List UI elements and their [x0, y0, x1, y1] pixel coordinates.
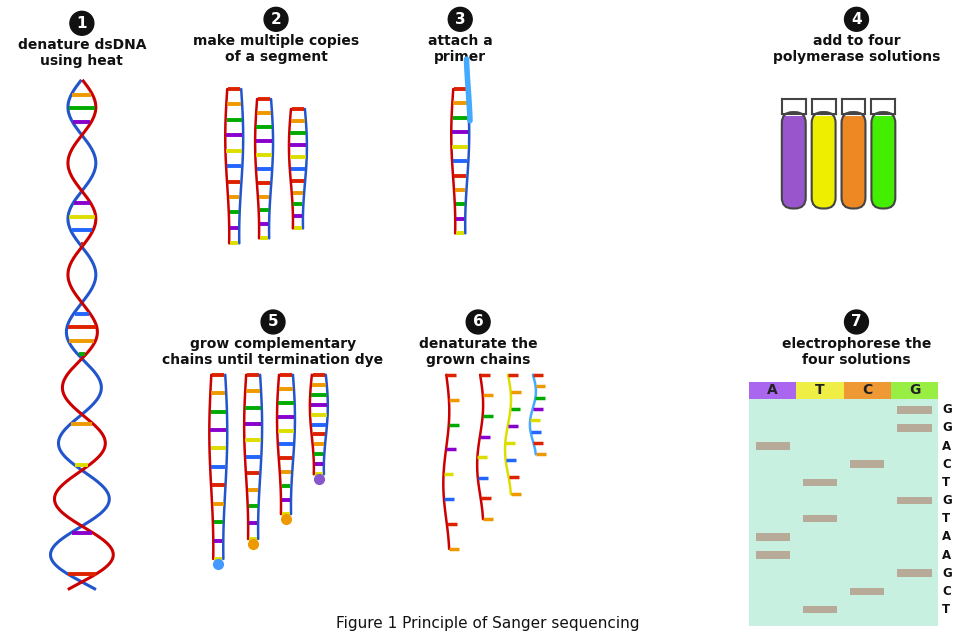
Bar: [898, 569, 931, 577]
Text: G: G: [909, 383, 920, 398]
Text: A: A: [942, 548, 952, 562]
Circle shape: [262, 310, 285, 334]
Text: attach a
primer: attach a primer: [427, 34, 493, 64]
Text: G: G: [942, 494, 952, 507]
Bar: [755, 442, 790, 450]
Text: 1: 1: [77, 16, 87, 31]
FancyBboxPatch shape: [812, 112, 835, 209]
Text: 7: 7: [851, 314, 862, 329]
Text: 5: 5: [267, 314, 278, 329]
Bar: [749, 382, 938, 626]
Text: C: C: [862, 383, 873, 398]
Bar: [898, 406, 931, 413]
Bar: [843, 382, 891, 399]
FancyBboxPatch shape: [872, 112, 895, 209]
Text: Figure 1 Principle of Sanger sequencing: Figure 1 Principle of Sanger sequencing: [337, 616, 640, 631]
Bar: [841, 99, 866, 116]
Bar: [796, 382, 843, 399]
Bar: [812, 99, 835, 116]
Text: G: G: [942, 403, 952, 416]
Circle shape: [448, 8, 472, 31]
Bar: [803, 478, 837, 486]
Text: A: A: [767, 383, 778, 398]
Text: make multiple copies
of a segment: make multiple copies of a segment: [193, 34, 359, 64]
Text: 4: 4: [851, 12, 862, 27]
Bar: [755, 533, 790, 541]
Text: 6: 6: [472, 314, 483, 329]
Bar: [782, 99, 806, 116]
Circle shape: [467, 310, 490, 334]
FancyBboxPatch shape: [782, 112, 806, 209]
Bar: [872, 99, 895, 116]
Bar: [891, 382, 938, 399]
Bar: [898, 424, 931, 432]
FancyBboxPatch shape: [841, 112, 866, 209]
Circle shape: [844, 310, 869, 334]
Text: 2: 2: [270, 12, 281, 27]
Text: grow complementary
chains until termination dye: grow complementary chains until terminat…: [162, 337, 384, 367]
Text: denaturate the
grown chains: denaturate the grown chains: [419, 337, 538, 367]
Bar: [898, 497, 931, 504]
Bar: [755, 551, 790, 559]
Text: A: A: [942, 439, 952, 453]
Circle shape: [70, 11, 94, 35]
Bar: [803, 605, 837, 613]
Bar: [850, 588, 884, 595]
Bar: [850, 460, 884, 468]
Text: T: T: [942, 512, 951, 525]
Text: denature dsDNA
using heat: denature dsDNA using heat: [18, 38, 146, 69]
Bar: [803, 515, 837, 523]
Bar: [749, 382, 796, 399]
Text: A: A: [942, 530, 952, 543]
Text: G: G: [942, 422, 952, 434]
Text: 3: 3: [455, 12, 466, 27]
Text: T: T: [942, 603, 951, 616]
Circle shape: [264, 8, 288, 31]
Text: electrophorese the
four solutions: electrophorese the four solutions: [782, 337, 931, 367]
Circle shape: [844, 8, 869, 31]
Text: C: C: [942, 458, 951, 471]
Text: C: C: [942, 585, 951, 598]
Text: add to four
polymerase solutions: add to four polymerase solutions: [773, 34, 940, 64]
Text: G: G: [942, 567, 952, 579]
Text: T: T: [815, 383, 825, 398]
Text: T: T: [942, 476, 951, 489]
